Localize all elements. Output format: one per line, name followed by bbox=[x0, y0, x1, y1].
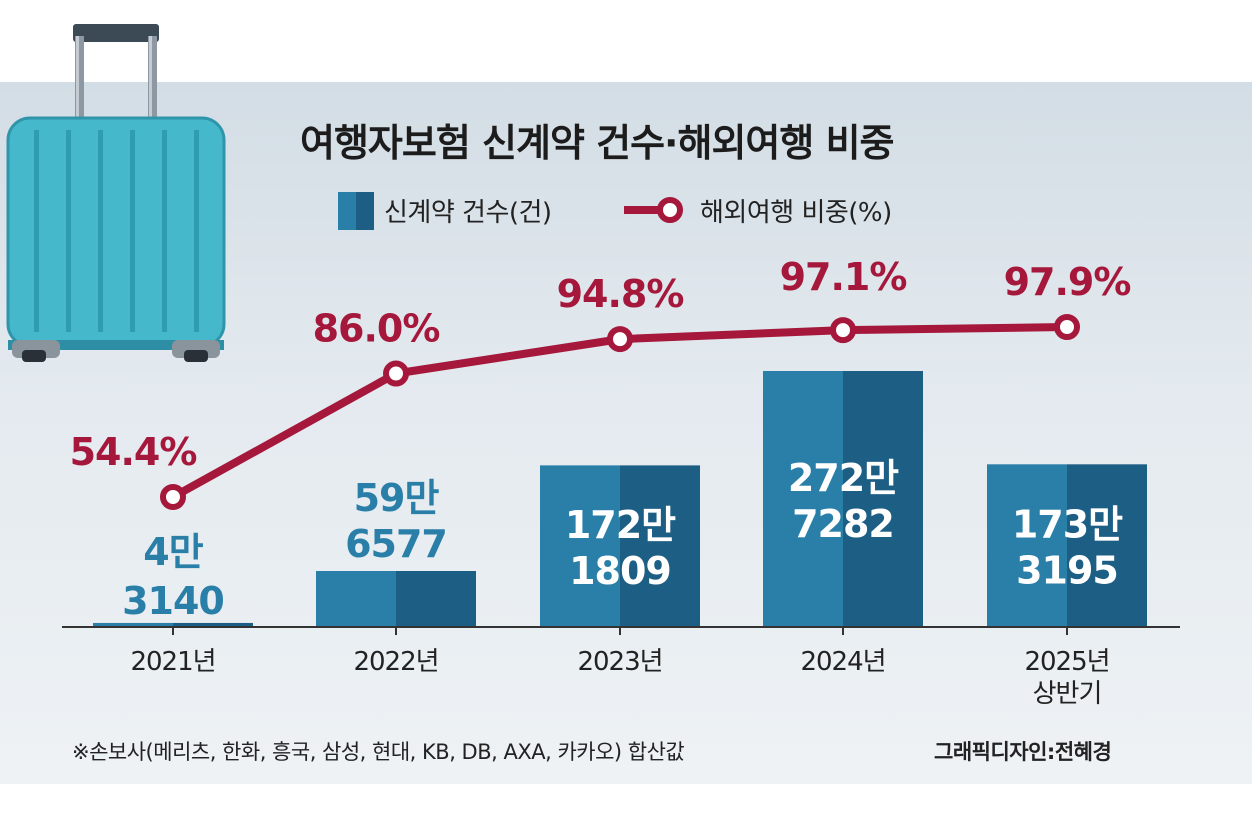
graphic-credit: 그래픽디자인:전혜경 bbox=[934, 740, 1112, 764]
bar-shade bbox=[1067, 464, 1147, 627]
bar-value-label: 4만 bbox=[143, 530, 203, 574]
x-tick-label: 상반기 bbox=[1033, 679, 1102, 709]
line-value-label: 86.0% bbox=[313, 307, 440, 351]
chart-title: 여행자보험 신계약 건수·해외여행 비중 bbox=[300, 121, 894, 165]
bar bbox=[93, 622, 173, 627]
bar bbox=[987, 464, 1067, 627]
x-tick-label: 2025년 bbox=[1024, 647, 1109, 677]
line-value-label: 94.8% bbox=[557, 272, 684, 316]
bar-value-label: 3195 bbox=[1016, 549, 1118, 593]
line-value-label: 54.4% bbox=[70, 430, 197, 474]
bar-value-label: 1809 bbox=[569, 549, 671, 593]
line-point bbox=[830, 317, 856, 344]
line-value-label: 97.1% bbox=[780, 255, 907, 299]
bar-shade bbox=[620, 465, 700, 627]
line-point bbox=[1054, 314, 1080, 340]
legend-line-label: 해외여행 비중(%) bbox=[700, 198, 892, 228]
suitcase-icon bbox=[6, 24, 226, 362]
bar-value-label: 172만 bbox=[565, 503, 676, 547]
bar-value-label: 7282 bbox=[792, 502, 894, 546]
bar bbox=[540, 465, 620, 627]
legend-line-swatch bbox=[624, 197, 683, 223]
line-point bbox=[383, 360, 409, 387]
bar-value-label: 272만 bbox=[788, 456, 899, 500]
bar-shade bbox=[173, 622, 253, 627]
bar-value-label: 173만 bbox=[1012, 503, 1123, 547]
line-point bbox=[160, 484, 186, 510]
x-tick-label: 2022년 bbox=[353, 647, 438, 677]
bar-shade bbox=[843, 371, 923, 627]
bar-value-label: 6577 bbox=[345, 522, 447, 566]
bar bbox=[316, 571, 396, 627]
legend-bar-swatch bbox=[338, 192, 374, 230]
legend-bar-label: 신계약 건수(건) bbox=[384, 198, 552, 228]
x-tick-label: 2023년 bbox=[577, 647, 662, 677]
bar bbox=[763, 371, 843, 627]
footnote: ※손보사(메리츠, 한화, 흥국, 삼성, 현대, KB, DB, AXA, 카… bbox=[72, 740, 685, 764]
bar-value-label: 59만 bbox=[354, 476, 440, 520]
x-tick-label: 2024년 bbox=[800, 647, 885, 677]
bar-shade bbox=[396, 571, 476, 627]
bar-value-label: 3140 bbox=[122, 579, 224, 623]
x-tick-label: 2021년 bbox=[130, 647, 215, 677]
line-point bbox=[607, 326, 633, 353]
line-value-label: 97.9% bbox=[1004, 260, 1131, 304]
